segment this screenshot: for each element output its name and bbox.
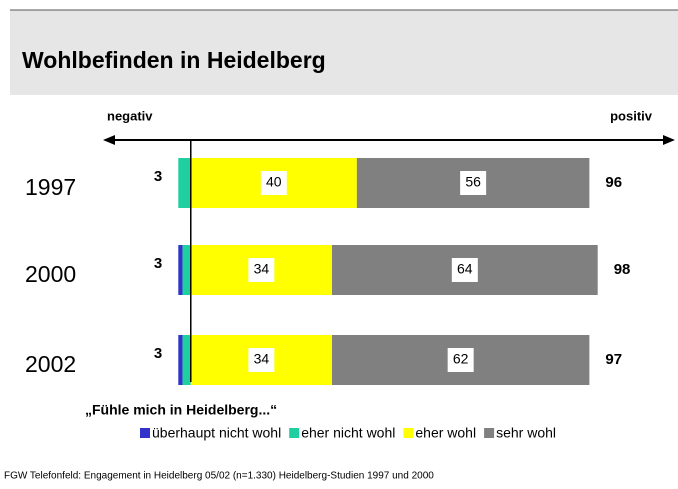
- legend-swatch: [140, 428, 150, 438]
- bar-segment: [178, 335, 183, 385]
- category-label: 2000: [25, 261, 76, 287]
- legend-label: eher wohl: [415, 425, 476, 441]
- value-label: 34: [254, 351, 270, 367]
- category-label: 2002: [25, 351, 76, 377]
- chart-title: Wohlbefinden in Heidelberg: [22, 47, 326, 73]
- bar-segment: [178, 158, 191, 208]
- category-label: 1997: [25, 174, 76, 200]
- value-label: 64: [457, 261, 473, 277]
- value-label-box: [460, 171, 487, 195]
- value-label-box: [447, 348, 474, 372]
- value-label: 62: [453, 351, 469, 367]
- legend-label: sehr wohl: [496, 425, 556, 441]
- legend-swatch: [403, 428, 414, 438]
- value-label-box: [260, 171, 287, 195]
- value-label-box: [451, 258, 478, 282]
- negative-total: 3: [154, 345, 162, 362]
- bar-segment: [182, 335, 191, 385]
- positive-label: positiv: [610, 108, 653, 123]
- value-label: 56: [465, 174, 481, 190]
- legend-swatch: [289, 428, 300, 438]
- bar-segment: [182, 245, 191, 295]
- legend-swatch: [484, 428, 495, 438]
- positive-total: 97: [605, 351, 622, 368]
- value-label-box: [248, 258, 275, 282]
- source: FGW Telefonfeld: Engagement in Heidelber…: [4, 471, 434, 482]
- subtitle: „Fühle mich in Heidelberg...“: [85, 402, 277, 418]
- value-label: 40: [266, 174, 282, 190]
- value-label: 34: [254, 261, 270, 277]
- value-label-box: [248, 348, 275, 372]
- negative-total: 3: [154, 255, 162, 272]
- positive-total: 96: [605, 174, 622, 191]
- legend-label: überhaupt nicht wohl: [152, 425, 281, 441]
- negative-label: negativ: [107, 108, 153, 123]
- bar-segment: [178, 245, 183, 295]
- header-band: [10, 10, 678, 95]
- legend-label: eher nicht wohl: [301, 425, 395, 441]
- positive-total: 98: [614, 261, 631, 278]
- negative-total: 3: [154, 168, 162, 185]
